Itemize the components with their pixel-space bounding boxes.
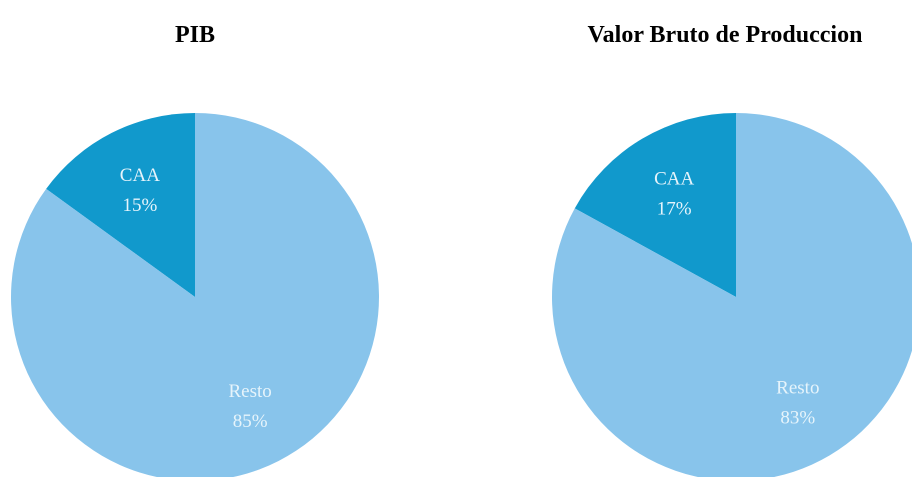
pie-slice <box>46 113 196 297</box>
pie-slice <box>574 113 736 297</box>
slice-value-label: 83% <box>780 408 815 429</box>
slice-value-label: 15% <box>122 195 157 216</box>
chart-title: PIB <box>175 22 215 48</box>
slice-value-label: 17% <box>657 198 692 219</box>
slice-label: Resto <box>228 381 271 402</box>
slice-value-label: 85% <box>233 411 268 432</box>
slice-label: CAA <box>120 165 160 186</box>
pie-slice <box>11 113 379 477</box>
slice-label: Resto <box>776 378 819 399</box>
chart-title: Valor Bruto de Produccion <box>588 22 863 48</box>
pie-slice <box>552 113 912 477</box>
slice-label: CAA <box>654 168 694 189</box>
